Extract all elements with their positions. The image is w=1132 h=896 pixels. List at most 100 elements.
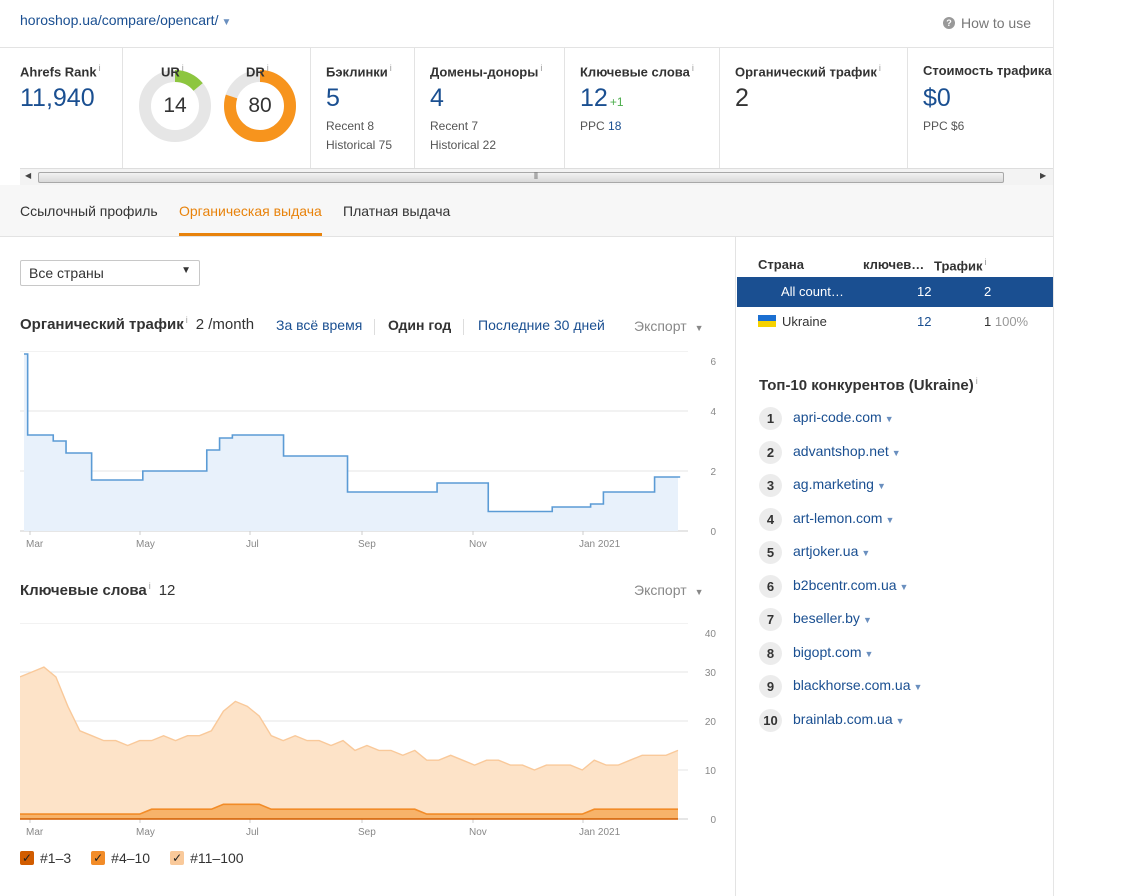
metric-organic-traffic: Органический трафик i 2: [720, 48, 908, 168]
chevron-down-icon[interactable]: ▼: [876, 481, 886, 491]
legend-item-4-10[interactable]: ✓ #4–10: [91, 850, 150, 866]
info-icon[interactable]: i: [540, 63, 543, 73]
ref-domains-historical[interactable]: Historical 22: [430, 138, 497, 152]
traffic-cost-ppc: PPC $6: [923, 119, 965, 133]
backlinks-value[interactable]: 5: [326, 84, 340, 112]
tab-paid-search[interactable]: Платная выдача: [343, 203, 451, 219]
chevron-down-icon[interactable]: ▼: [864, 648, 874, 659]
range-all-time[interactable]: За всё время: [276, 317, 363, 333]
how-to-use-link[interactable]: ? How to use: [942, 15, 1031, 31]
legend-item-1-3[interactable]: ✓ #1–3: [20, 850, 71, 866]
keywords-value-number[interactable]: 12: [580, 84, 608, 112]
country-keywords[interactable]: 12: [917, 314, 932, 329]
traffic-export-button[interactable]: Экспорт ▼: [634, 318, 704, 334]
traffic-cost-value[interactable]: $0: [923, 84, 951, 112]
scroll-left-icon[interactable]: ◀: [25, 171, 32, 180]
chevron-down-icon[interactable]: ▼: [862, 615, 872, 625]
competitor-rank: 2: [759, 440, 782, 464]
checkbox-icon[interactable]: ✓: [20, 851, 34, 865]
chevron-down-icon[interactable]: ▼: [885, 514, 895, 525]
country-select-value[interactable]: Все страны: [29, 265, 104, 281]
metrics-scrollbar[interactable]: ◀ ⦀ ▶: [20, 168, 1053, 185]
competitor-name[interactable]: b2bcentr.com.ua: [793, 576, 897, 593]
backlinks-historical[interactable]: Historical 75: [326, 138, 393, 152]
target-url[interactable]: horoshop.ua/compare/opencart/▼: [20, 12, 231, 28]
legend-item-11-100[interactable]: ✓ #11–100: [170, 850, 244, 866]
backlinks-recent[interactable]: Recent 8: [326, 119, 375, 133]
chevron-down-icon[interactable]: ▼: [861, 548, 871, 558]
competitor-link[interactable]: ag.marketing ▼: [793, 476, 886, 492]
chevron-down-icon[interactable]: ▼: [884, 414, 894, 424]
checkbox-icon[interactable]: ✓: [91, 851, 106, 865]
info-icon[interactable]: i: [691, 63, 694, 73]
scroll-right-icon[interactable]: ▶: [1040, 171, 1047, 180]
competitor-name[interactable]: beseller.by: [793, 610, 860, 626]
country-name[interactable]: All count…: [781, 284, 844, 299]
country-name[interactable]: Ukraine: [782, 314, 827, 329]
competitor-link[interactable]: brainlab.com.ua ▼: [793, 711, 905, 727]
keywords-ppc-value[interactable]: 18: [608, 119, 622, 133]
col-keywords[interactable]: ключев…: [863, 257, 925, 272]
competitor-link[interactable]: blackhorse.com.ua ▼: [793, 677, 922, 693]
col-traffic-label[interactable]: Трафик: [934, 258, 983, 274]
range-one-year[interactable]: Один год: [388, 317, 452, 333]
competitor-name[interactable]: ag.marketing: [793, 476, 874, 492]
chevron-down-icon[interactable]: ▼: [694, 323, 704, 333]
competitor-link[interactable]: art-lemon.com ▼: [793, 510, 894, 526]
competitor-name[interactable]: apri-code.com: [793, 409, 882, 425]
x-tick-label: Jul: [246, 827, 259, 838]
ref-domains-recent[interactable]: Recent 7: [430, 119, 479, 133]
competitor-link[interactable]: advantshop.net ▼: [793, 443, 901, 459]
ahrefs-rank-value[interactable]: 11,940: [20, 84, 95, 112]
col-country[interactable]: Страна: [758, 257, 805, 272]
competitor-name[interactable]: advantshop.net: [793, 442, 889, 459]
chevron-down-icon[interactable]: ▼: [913, 682, 923, 692]
competitor-name[interactable]: artjoker.ua: [793, 543, 859, 559]
scrollbar-thumb[interactable]: ⦀: [38, 171, 1004, 183]
info-icon[interactable]: i: [185, 315, 188, 325]
info-icon[interactable]: i: [975, 376, 978, 386]
keywords-export-label[interactable]: Экспорт: [634, 582, 687, 598]
competitor-rank: 1: [759, 407, 782, 430]
chevron-down-icon[interactable]: ▼: [181, 265, 191, 276]
competitor-name[interactable]: blackhorse.com.ua: [793, 677, 911, 693]
info-icon[interactable]: i: [181, 63, 184, 73]
competitor-name[interactable]: brainlab.com.ua: [793, 710, 893, 727]
info-icon[interactable]: i: [984, 257, 987, 267]
chevron-down-icon[interactable]: ▼: [694, 587, 704, 597]
country-row-all[interactable]: All count… 12 2: [737, 277, 1053, 307]
col-traffic[interactable]: Трафик i: [934, 257, 987, 273]
competitor-name[interactable]: art-lemon.com: [793, 509, 883, 526]
range-last-30-days[interactable]: Последние 30 дней: [478, 317, 605, 333]
chevron-down-icon[interactable]: ▼: [899, 581, 909, 592]
how-to-use-label[interactable]: How to use: [960, 15, 1031, 31]
ur-gauge[interactable]: UR i 14: [137, 63, 213, 144]
info-icon[interactable]: i: [266, 63, 269, 73]
dr-gauge[interactable]: DR i 80: [222, 63, 298, 144]
competitor-link[interactable]: b2bcentr.com.ua ▼: [793, 577, 908, 593]
competitor-link[interactable]: bigopt.com ▼: [793, 644, 873, 660]
tab-backlink-profile[interactable]: Ссылочный профиль: [20, 203, 158, 219]
country-row-ukraine[interactable]: Ukraine 12 1 100%: [737, 307, 1053, 337]
chevron-down-icon[interactable]: ▼: [895, 715, 905, 726]
info-icon[interactable]: i: [98, 63, 101, 73]
competitor-link[interactable]: beseller.by ▼: [793, 610, 872, 626]
competitor-link[interactable]: apri-code.com ▼: [793, 409, 894, 425]
info-icon[interactable]: i: [389, 63, 392, 73]
country-select[interactable]: Все страны ▼: [20, 260, 200, 286]
competitor-name[interactable]: bigopt.com: [793, 643, 862, 660]
info-icon[interactable]: i: [878, 63, 881, 73]
range-divider: [374, 319, 375, 335]
ref-domains-value[interactable]: 4: [430, 84, 444, 112]
info-icon[interactable]: i: [148, 581, 151, 591]
traffic-export-label[interactable]: Экспорт: [634, 318, 687, 334]
chevron-down-icon[interactable]: ▼: [221, 17, 232, 28]
organic-traffic-label-text: Органический трафик: [735, 64, 877, 80]
keywords-export-button[interactable]: Экспорт ▼: [634, 582, 704, 598]
chevron-down-icon[interactable]: ▼: [891, 447, 901, 458]
competitor-link[interactable]: artjoker.ua ▼: [793, 543, 870, 559]
target-url-text[interactable]: horoshop.ua/compare/opencart/: [20, 12, 219, 28]
country-table: Страна ключев… Трафик i All count… 12 2 U…: [737, 255, 1053, 337]
tab-organic-search[interactable]: Органическая выдача: [179, 203, 322, 236]
checkbox-icon[interactable]: ✓: [170, 851, 185, 865]
